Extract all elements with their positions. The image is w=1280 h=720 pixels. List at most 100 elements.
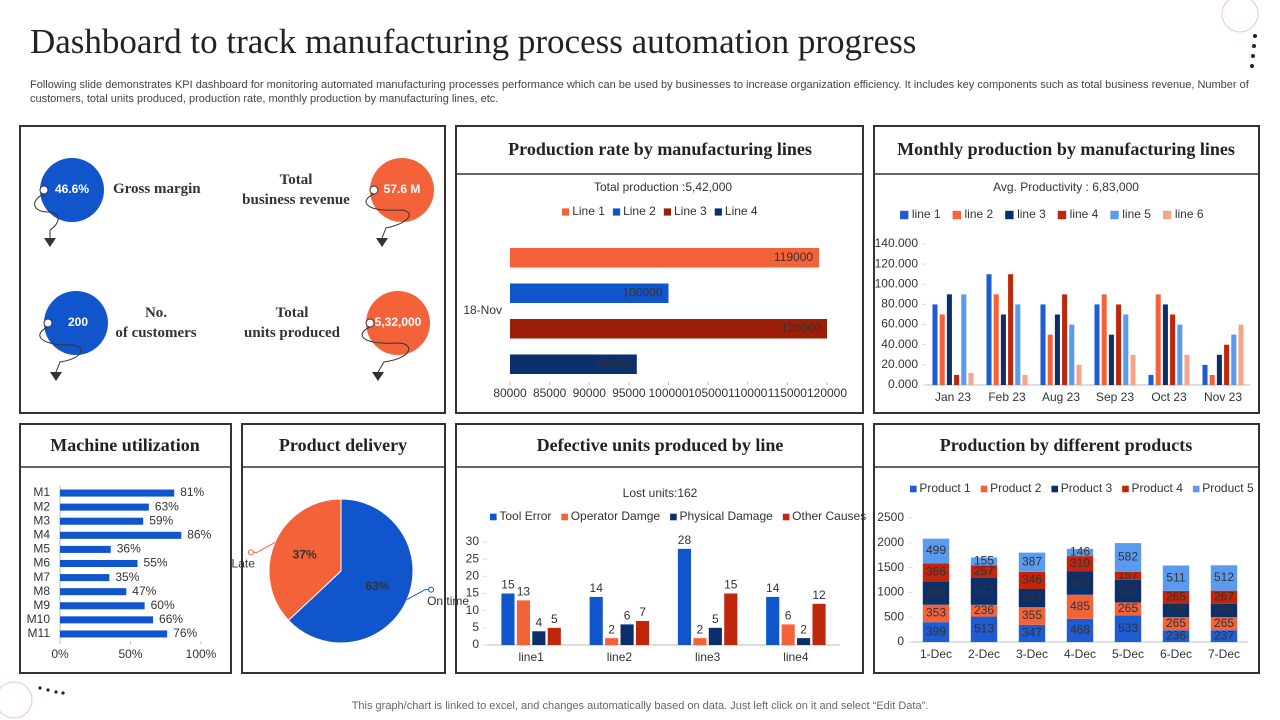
x-tick-label: 120000	[807, 386, 847, 400]
bar	[1101, 294, 1107, 385]
y-tick-label: M6	[33, 556, 50, 570]
data-label: 13	[517, 585, 531, 599]
bar	[1216, 354, 1222, 385]
bar-segment	[1162, 604, 1190, 618]
data-label: 4	[536, 615, 543, 629]
bar	[60, 531, 182, 539]
kpi-circle	[40, 158, 104, 222]
data-label: 367	[1022, 590, 1042, 604]
panel	[19, 423, 232, 674]
bar	[510, 354, 637, 375]
x-tick-label: 2-Dec	[968, 647, 1000, 661]
x-tick-label: Sep 23	[1096, 390, 1134, 404]
bar	[60, 503, 149, 511]
category-label: On time	[427, 594, 469, 608]
x-tick-label: 1-Dec	[920, 647, 952, 661]
bar	[589, 596, 603, 645]
legend-label: line 1	[912, 207, 941, 221]
bar-segment	[1114, 579, 1142, 603]
x-tick-label: line1	[518, 650, 544, 664]
kpi-label-line: of customers	[115, 325, 196, 341]
bar	[954, 374, 960, 385]
kpi-label: No. of customers	[115, 305, 196, 341]
bar	[60, 616, 154, 624]
panel	[241, 423, 446, 674]
bar	[510, 318, 827, 339]
data-label: 119000	[774, 250, 813, 264]
bar-segment	[1066, 618, 1094, 642]
legend-swatch	[1057, 210, 1067, 220]
kpi-value: 46.6%	[55, 182, 89, 196]
bar	[60, 574, 110, 582]
legend-label: line 6	[1175, 207, 1204, 221]
data-label: 60%	[151, 598, 175, 612]
legend-label: line 3	[1017, 207, 1046, 221]
bar-segment	[1018, 607, 1046, 625]
bar	[724, 593, 738, 645]
bar	[1224, 344, 1230, 385]
legend-swatch	[663, 208, 672, 216]
decoration	[361, 326, 410, 373]
bar	[60, 559, 138, 568]
bar	[516, 600, 530, 645]
bar	[1054, 314, 1060, 385]
y-tick-label: 60.000	[881, 317, 918, 331]
data-label: 347	[1022, 626, 1042, 640]
bar	[1062, 294, 1068, 385]
bar	[1047, 334, 1053, 385]
data-label: 12	[812, 588, 826, 602]
bar-segment	[922, 604, 950, 623]
data-label: 582	[1118, 550, 1138, 564]
legend-label: Product 3	[1061, 481, 1113, 495]
pie-slice	[287, 498, 414, 644]
panel-title: Monthly production by manufacturing line…	[897, 139, 1235, 159]
bar-segment	[922, 581, 950, 605]
legend-label: line 4	[1070, 207, 1099, 221]
data-label: 47%	[132, 584, 156, 598]
bar	[766, 596, 780, 645]
kpi-label: Total business revenue	[242, 172, 350, 208]
footer-note: This graph/chart is linked to excel, and…	[351, 700, 929, 712]
panel	[455, 125, 864, 414]
kpi-circle	[370, 158, 434, 222]
legend-swatch	[782, 513, 790, 521]
data-label: 387	[1022, 554, 1042, 568]
y-tick-label: 18-Nov	[463, 303, 502, 317]
y-tick-label: 40.000	[881, 337, 918, 351]
data-label: 542	[974, 584, 994, 598]
legend-label: Line 4	[725, 204, 758, 218]
data-label: 355	[1022, 608, 1042, 622]
data-label: 457	[1118, 583, 1138, 597]
bar	[993, 294, 999, 385]
y-tick-label: 0.000	[888, 377, 918, 391]
bar	[961, 294, 967, 385]
bar	[693, 638, 707, 645]
bar-segment	[1162, 565, 1190, 591]
x-tick-label: 85000	[533, 386, 567, 400]
y-tick-label: M11	[28, 626, 51, 640]
data-label: 2	[697, 622, 704, 636]
kpi-value: 57.6 M	[384, 182, 421, 196]
data-label: 120000	[781, 321, 821, 335]
panel-title: Product delivery	[279, 435, 407, 455]
kpi-label-line: business revenue	[242, 192, 350, 208]
bar	[986, 274, 992, 385]
bar-segment	[1162, 590, 1190, 605]
x-tick-label: 95000	[612, 386, 646, 400]
bar	[605, 638, 619, 645]
data-label: 512	[1214, 570, 1234, 584]
data-label: 237	[1214, 628, 1234, 642]
y-tick-label: 25	[466, 551, 480, 565]
bar-segment	[1018, 552, 1046, 572]
data-label: 5	[551, 612, 558, 626]
bar	[1162, 304, 1168, 385]
decoration	[376, 238, 388, 247]
bar	[1148, 374, 1154, 385]
kpi-label: Total units produced	[244, 305, 341, 341]
page-subtitle: Following slide demonstrates KPI dashboa…	[30, 79, 1249, 105]
kpi-circle	[366, 291, 430, 355]
data-label: 5	[712, 612, 719, 626]
data-label: 236	[1166, 628, 1186, 642]
data-label: 265	[1166, 616, 1186, 630]
bar-segment	[970, 565, 998, 578]
